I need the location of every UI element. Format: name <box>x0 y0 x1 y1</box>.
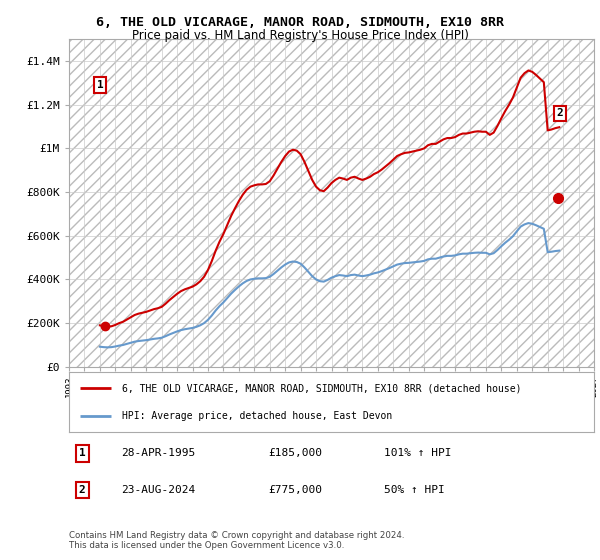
Text: £775,000: £775,000 <box>269 485 323 494</box>
Text: 1: 1 <box>97 80 103 90</box>
Text: Price paid vs. HM Land Registry's House Price Index (HPI): Price paid vs. HM Land Registry's House … <box>131 29 469 42</box>
Text: 50% ↑ HPI: 50% ↑ HPI <box>384 485 445 494</box>
Text: 6, THE OLD VICARAGE, MANOR ROAD, SIDMOUTH, EX10 8RR: 6, THE OLD VICARAGE, MANOR ROAD, SIDMOUT… <box>96 16 504 29</box>
Text: 1: 1 <box>79 449 86 459</box>
Text: 28-APR-1995: 28-APR-1995 <box>121 449 196 459</box>
Text: Contains HM Land Registry data © Crown copyright and database right 2024.
This d: Contains HM Land Registry data © Crown c… <box>69 531 404 550</box>
Text: 6, THE OLD VICARAGE, MANOR ROAD, SIDMOUTH, EX10 8RR (detached house): 6, THE OLD VICARAGE, MANOR ROAD, SIDMOUT… <box>121 383 521 393</box>
Text: 23-AUG-2024: 23-AUG-2024 <box>121 485 196 494</box>
Text: £185,000: £185,000 <box>269 449 323 459</box>
Text: 2: 2 <box>557 109 563 119</box>
Text: HPI: Average price, detached house, East Devon: HPI: Average price, detached house, East… <box>121 411 392 421</box>
Text: 2: 2 <box>79 485 86 494</box>
Text: 101% ↑ HPI: 101% ↑ HPI <box>384 449 452 459</box>
